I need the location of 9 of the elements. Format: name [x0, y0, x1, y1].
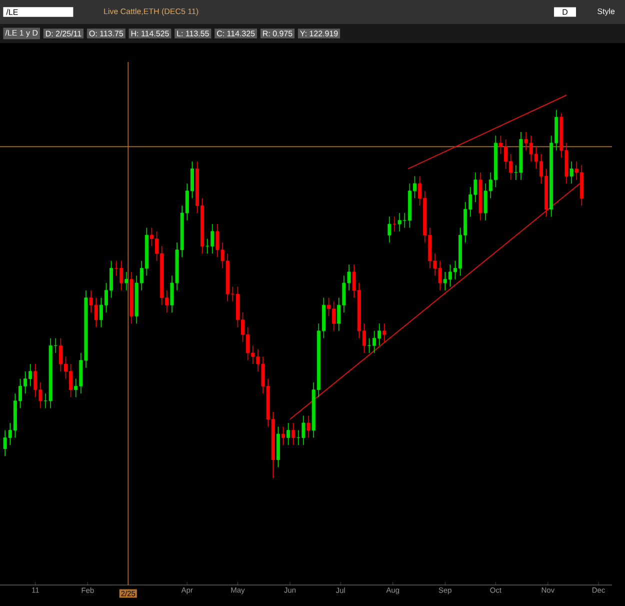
candlestick [124, 272, 128, 291]
candlestick [286, 422, 290, 446]
candlestick [306, 415, 310, 438]
candlestick [281, 426, 286, 446]
candlestick [570, 161, 574, 184]
candlestick [292, 422, 296, 446]
candlestick [392, 216, 396, 232]
candlestick [388, 216, 392, 243]
candlestick [382, 323, 386, 342]
